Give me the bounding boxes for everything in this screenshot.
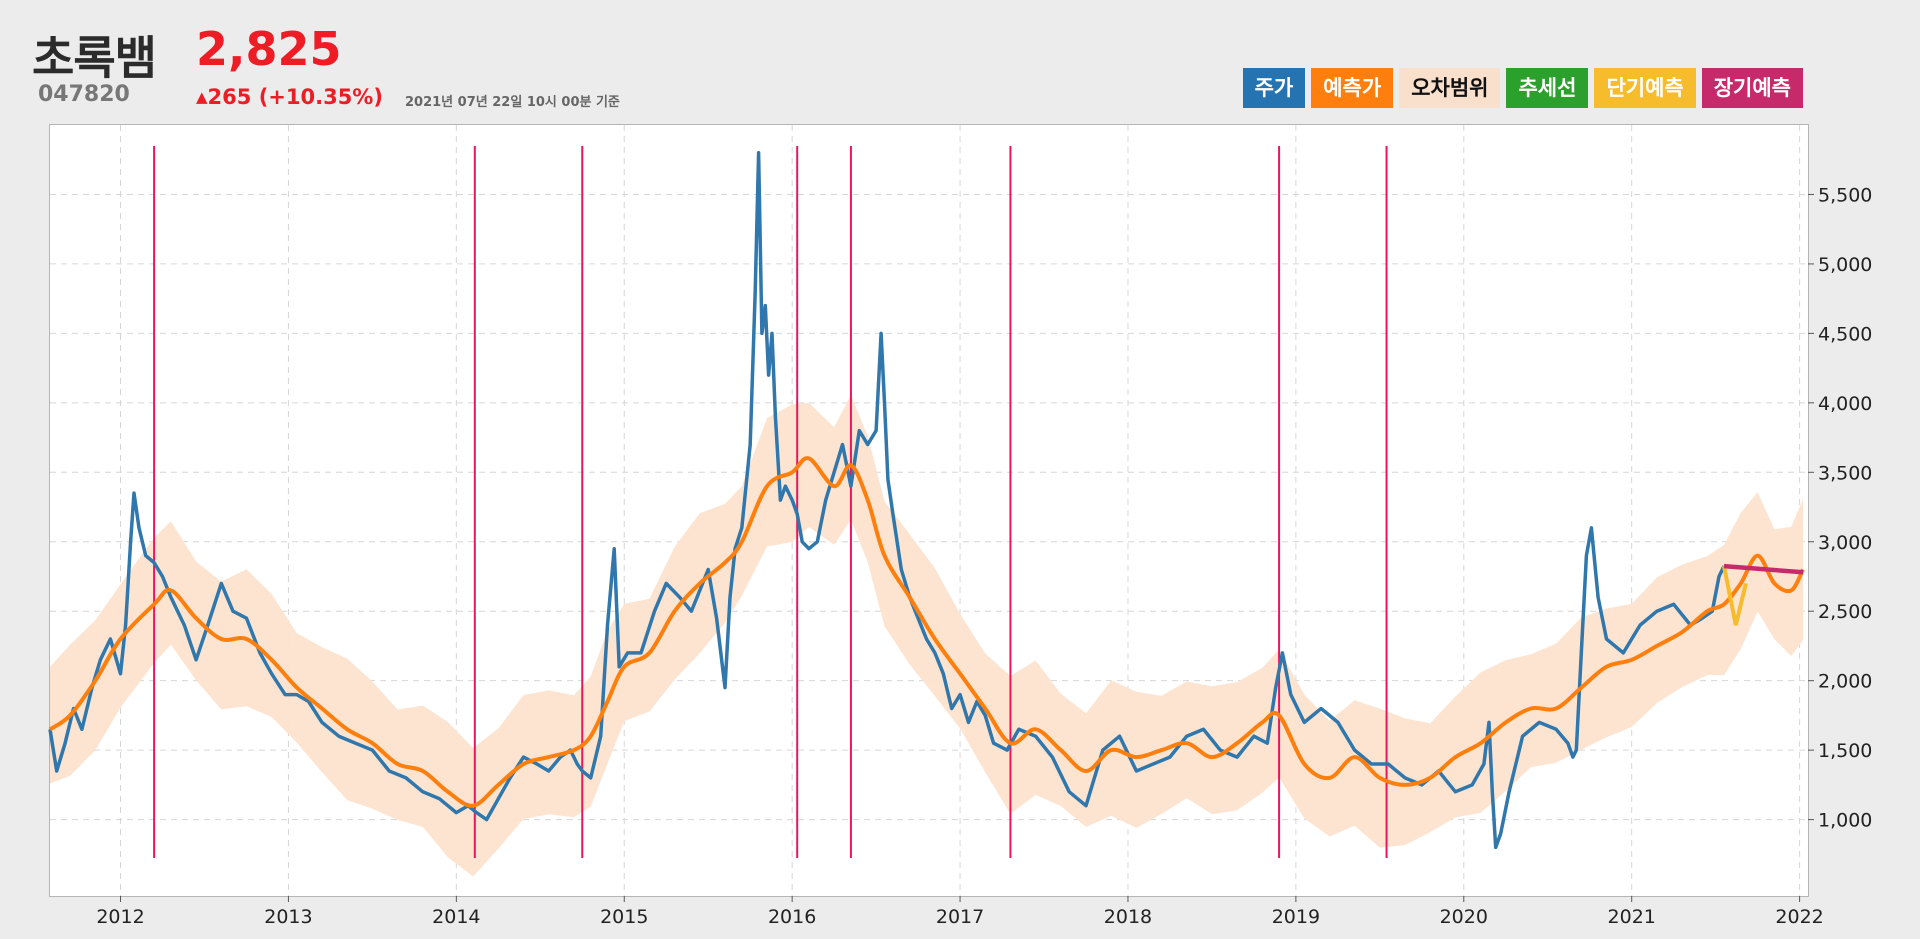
x-tick-label: 2019 xyxy=(1272,906,1320,928)
stock-price: 2,825 xyxy=(196,22,342,76)
stock-name: 초록뱀 xyxy=(32,31,157,85)
x-tick-label: 2016 xyxy=(768,906,816,928)
forecast-line xyxy=(48,456,1805,808)
x-tick-label: 2017 xyxy=(936,906,984,928)
y-tick-label: 4,500 xyxy=(1818,323,1872,345)
x-tick-label: 2012 xyxy=(96,906,144,928)
x-tick-label: 2022 xyxy=(1775,906,1823,928)
x-tick-label: 2015 xyxy=(600,906,648,928)
legend-forecast[interactable]: 예측가 xyxy=(1311,68,1394,108)
header: 초록뱀 2,825 047820 ▲265 (+10.35%) 2021년 07… xyxy=(0,0,1920,124)
legend: 주가 예측가 오차범위 추세선 단기예측 장기예측 xyxy=(1242,68,1803,108)
x-tick-label: 2018 xyxy=(1104,906,1152,928)
price-line xyxy=(48,151,1726,850)
y-tick-label: 3,500 xyxy=(1818,462,1872,484)
stock-change-value: 265 (+10.35%) xyxy=(207,85,383,109)
x-tick-label: 2020 xyxy=(1440,906,1488,928)
y-tick-label: 2,500 xyxy=(1818,601,1872,623)
legend-long-forecast[interactable]: 장기예측 xyxy=(1701,68,1803,108)
y-tick-label: 3,000 xyxy=(1818,532,1872,554)
legend-price[interactable]: 주가 xyxy=(1242,68,1306,108)
y-tick-label: 1,000 xyxy=(1818,810,1872,832)
stock-code: 047820 xyxy=(38,82,130,107)
stock-timestamp: 2021년 07년 22일 10시 00분 기준 xyxy=(405,95,620,110)
legend-trendline[interactable]: 추세선 xyxy=(1506,68,1589,108)
y-tick-label: 2,000 xyxy=(1818,671,1872,693)
legend-short-forecast[interactable]: 단기예측 xyxy=(1594,68,1696,108)
short-forecast-line xyxy=(1722,565,1748,626)
x-tick-label: 2021 xyxy=(1608,906,1656,928)
x-tick-label: 2014 xyxy=(432,906,480,928)
y-tick-label: 1,500 xyxy=(1818,740,1872,762)
long-forecast-line xyxy=(1723,563,1804,575)
stock-change: ▲265 (+10.35%) xyxy=(196,85,383,109)
x-tick-label: 2013 xyxy=(264,906,312,928)
up-triangle-icon: ▲ xyxy=(196,88,208,106)
y-tick-label: 5,000 xyxy=(1818,254,1872,276)
y-tick-label: 4,000 xyxy=(1818,393,1872,415)
y-tick-label: 5,500 xyxy=(1818,184,1872,206)
legend-error-range[interactable]: 오차범위 xyxy=(1399,68,1501,108)
